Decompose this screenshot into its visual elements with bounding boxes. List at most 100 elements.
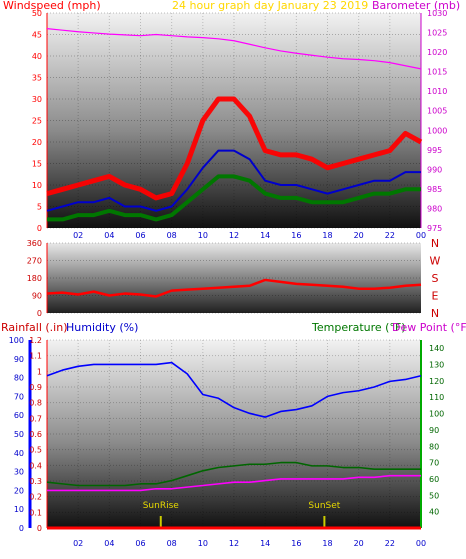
humidity-tick-label: 90 [14,355,24,364]
wind-tick-label: 0 [37,224,42,233]
humidity-tick-label: 50 [14,430,24,439]
wind-panel-bg [47,13,421,228]
wind-tick-label: 25 [32,117,42,126]
barometer-tick-label: 1000 [427,126,447,135]
direction-panel-bg [47,243,421,313]
wind-x-tick-label: 10 [198,231,208,240]
barometer-series [46,28,422,70]
barometer-tick-label: 1015 [427,68,447,77]
temperature-axis-label: Temperature (°F) [311,321,406,334]
wind-x-tick-label: 22 [385,231,395,240]
chart-title: 24 hour graph day January 23 2019 [172,0,368,12]
temp-x-tick-label: 06 [135,539,145,548]
wind-x-tick-label: 02 [73,231,83,240]
wind-x-tick-label: 06 [135,231,145,240]
temp-x-tick-label: 16 [291,539,301,548]
temperature-tick-label: 70 [429,459,439,468]
compass-label: E [432,290,439,303]
humidity-tick-label: 70 [14,392,24,401]
wind-tick-label: 15 [32,160,42,169]
wind-tick-label: 35 [32,74,42,83]
barometer-tick-label: 980 [427,204,442,213]
wind-x-tick-label: 08 [167,231,177,240]
wind-tick-label: 5 [37,203,42,212]
humidity-tick-label: 80 [14,374,24,383]
wind-x-tick-label: 18 [322,231,332,240]
temp-x-tick-label: 04 [104,539,114,548]
rain-tick-label: 0.7 [29,414,42,423]
barometer-tick-label: 1030 [427,9,447,18]
temperature-tick-label: 100 [429,410,444,419]
wind-tick-label: 40 [32,52,42,61]
wind-x-tick-label: 12 [229,231,239,240]
temp-x-tick-label: 10 [198,539,208,548]
barometer-tick-label: 1005 [427,107,447,116]
humidity-tick-label: 0 [19,524,24,533]
barometer-tick-label: 985 [427,185,442,194]
windspeed-axis-label: Windspeed (mph) [3,0,101,12]
direction-tick-label: 90 [32,292,42,301]
humidity-tick-label: 20 [14,486,24,495]
dewpoint-axis-label: Dew Point (°F) [392,321,466,334]
temperature-tick-label: 50 [429,491,439,500]
compass-label: N [431,237,439,250]
temp-x-tick-label: 20 [354,539,364,548]
wind-panel: Windspeed (mph) 24 hour graph day Januar… [3,0,460,240]
sun-annotation-label: SunSet [308,501,340,511]
rain-tick-label: 0.9 [29,383,42,392]
temperature-tick-label: 60 [429,475,439,484]
wind-tick-label: 20 [32,138,42,147]
humidity-tick-label: 100 [9,336,24,345]
compass-label: N [431,307,439,320]
barometer-tick-label: 975 [427,224,442,233]
temperature-tick-label: 120 [429,377,444,386]
rain-tick-label: 1.2 [29,336,42,345]
temperature-panel: Rainfall (.in) Humidity (%) Temperature … [1,321,466,548]
wind-x-tick-label: 20 [354,231,364,240]
temp-x-tick-label: 00 [416,539,426,548]
wind-x-tick-label: 00 [416,231,426,240]
humidity-tick-label: 60 [14,411,24,420]
wind-x-tick-label: 16 [291,231,301,240]
temperature-tick-label: 140 [429,344,444,353]
rain-tick-label: 0 [37,524,42,533]
temperature-series [46,461,421,487]
barometer-tick-label: 995 [427,146,442,155]
barometer-axis-label: Barometer (mb) [372,0,460,12]
humidity-series [46,361,422,418]
wind-series-2 [46,149,421,212]
wind-tick-label: 30 [32,95,42,104]
sun-annotation-label: SunRise [143,501,180,511]
temp-x-tick-label: 14 [260,539,270,548]
humidity-tick-label: 30 [14,468,24,477]
rain-tick-label: 1.1 [29,352,42,361]
wind-x-tick-label: 14 [260,231,270,240]
wind-tick-label: 50 [32,9,42,18]
rain-tick-label: 0.2 [29,493,42,502]
rain-tick-label: 0.6 [29,430,42,439]
direction-tick-label: 360 [27,239,42,248]
compass-label: W [430,255,441,268]
rain-tick-label: 0.8 [29,399,42,408]
temperature-tick-label: 80 [429,442,439,451]
direction-series [46,278,422,298]
temperature-panel-bg [47,340,421,528]
rain-tick-label: 0.4 [29,461,42,470]
humidity-axis-label: Humidity (%) [66,321,138,334]
barometer-tick-label: 1025 [427,29,447,38]
dewpoint-series [47,474,421,492]
temp-x-tick-label: 18 [322,539,332,548]
wind-series-3 [47,174,421,222]
humidity-tick-label: 40 [14,449,24,458]
wind-series-1 [46,96,423,201]
humidity-tick-label: 10 [14,505,24,514]
wind-tick-label: 45 [32,31,42,40]
compass-label: S [432,272,439,285]
temp-x-tick-label: 12 [229,539,239,548]
wind-tick-label: 10 [32,181,42,190]
rain-tick-label: 0.1 [29,508,42,517]
temperature-tick-label: 110 [429,393,444,402]
